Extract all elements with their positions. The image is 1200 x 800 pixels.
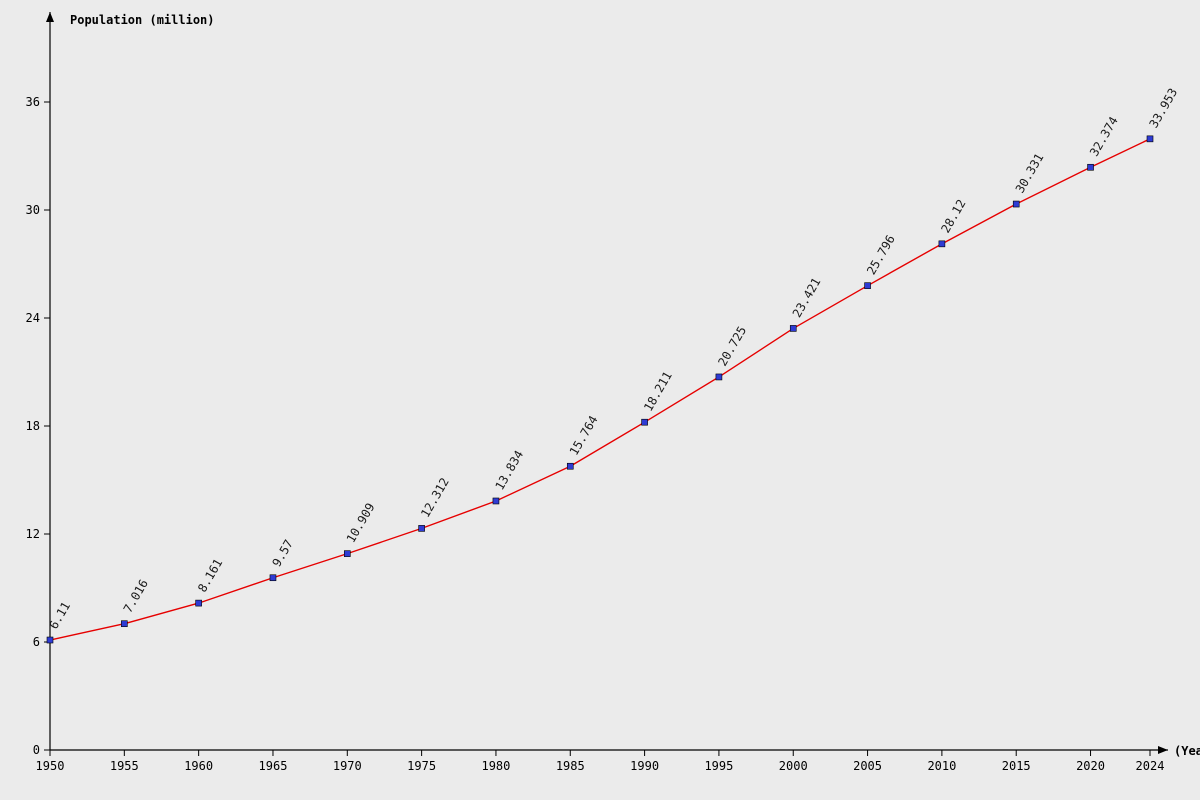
series-marker xyxy=(1147,136,1153,142)
x-tick-label: 2010 xyxy=(927,759,956,773)
x-tick-label: 2000 xyxy=(779,759,808,773)
series-marker xyxy=(344,551,350,557)
series-marker xyxy=(642,419,648,425)
y-axis-title: Population (million) xyxy=(70,13,215,27)
x-tick-label: 2015 xyxy=(1002,759,1031,773)
x-tick-label: 1950 xyxy=(36,759,65,773)
x-tick-label: 1975 xyxy=(407,759,436,773)
y-tick-label: 18 xyxy=(26,419,40,433)
y-tick-label: 12 xyxy=(26,527,40,541)
y-tick-label: 0 xyxy=(33,743,40,757)
series-marker xyxy=(47,637,53,643)
series-marker xyxy=(270,575,276,581)
x-tick-label: 1965 xyxy=(259,759,288,773)
chart-background xyxy=(0,0,1200,800)
series-marker xyxy=(567,463,573,469)
x-tick-label: 1990 xyxy=(630,759,659,773)
x-tick-label: 1960 xyxy=(184,759,213,773)
x-tick-label: 1955 xyxy=(110,759,139,773)
series-marker xyxy=(865,283,871,289)
series-marker xyxy=(196,600,202,606)
series-marker xyxy=(1088,164,1094,170)
series-marker xyxy=(716,374,722,380)
series-marker xyxy=(419,525,425,531)
series-marker xyxy=(493,498,499,504)
series-marker xyxy=(121,621,127,627)
y-tick-label: 24 xyxy=(26,311,40,325)
x-tick-label: 1985 xyxy=(556,759,585,773)
series-marker xyxy=(790,325,796,331)
population-line-chart: 1950 1955 1960 1965 1970 1975 1980 1985 1990 1995… xyxy=(0,0,1200,800)
y-tick-label: 36 xyxy=(26,95,40,109)
x-tick-label: 2020 xyxy=(1076,759,1105,773)
series-marker xyxy=(1013,201,1019,207)
x-axis-title: (Year) xyxy=(1174,744,1200,758)
x-tick-label: 1970 xyxy=(333,759,362,773)
series-marker xyxy=(939,241,945,247)
x-tick-label: 2024 xyxy=(1136,759,1165,773)
x-tick-label: 2005 xyxy=(853,759,882,773)
x-tick-label: 1995 xyxy=(704,759,733,773)
x-tick-label: 1980 xyxy=(481,759,510,773)
y-tick-label: 6 xyxy=(33,635,40,649)
y-tick-label: 30 xyxy=(26,203,40,217)
